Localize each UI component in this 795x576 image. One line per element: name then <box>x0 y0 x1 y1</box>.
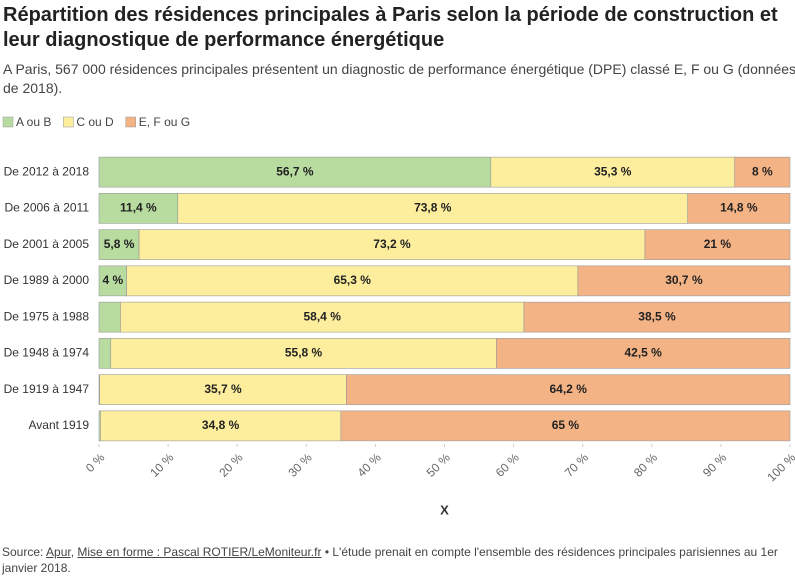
chart-subtitle: A Paris, 567 000 résidences principales … <box>3 61 795 96</box>
x-tick-label: 30 % <box>285 450 314 479</box>
y-tick-label: De 1975 à 1988 <box>4 309 90 323</box>
bar-segment <box>687 193 791 224</box>
bar-segment <box>340 410 791 442</box>
bar-segment <box>98 338 112 369</box>
bar-segment <box>496 338 791 369</box>
legend-swatch <box>2 116 14 128</box>
y-tick-label: De 2012 à 2018 <box>4 164 90 178</box>
x-tick-label: 20 % <box>216 450 245 479</box>
data-label: 21 % <box>704 237 732 251</box>
bar-segment <box>120 301 525 333</box>
data-label: 5,8 % <box>104 237 135 251</box>
data-label: 65 % <box>552 418 580 432</box>
legend-label: A ou B <box>16 115 51 129</box>
bar-segment <box>99 374 347 405</box>
note: L'étude prenait en compte l'ensemble des… <box>2 545 778 575</box>
bar-segment <box>644 229 791 260</box>
data-label: 4 % <box>102 273 123 287</box>
source-link[interactable]: Apur <box>46 545 71 559</box>
data-label: 34,8 % <box>202 418 240 432</box>
data-label: 65,3 % <box>334 273 372 287</box>
bar-segment <box>126 265 579 297</box>
x-tick-label: 10 % <box>147 450 176 479</box>
data-label: 35,3 % <box>594 164 632 178</box>
bar-segment <box>98 156 492 188</box>
data-label: 35,7 % <box>204 382 242 396</box>
bar-segment <box>490 156 736 188</box>
y-tick-label: De 1919 à 1947 <box>4 382 90 396</box>
x-tick-label: 60 % <box>493 450 522 479</box>
data-label: 64,2 % <box>550 382 588 396</box>
bar-segment <box>98 301 121 333</box>
source-link[interactable]: Mise en forme : Pascal ROTIER/LeMoniteur… <box>77 545 322 559</box>
legend-swatch <box>63 116 74 128</box>
data-label: 11,4 % <box>120 201 157 215</box>
y-tick-label: De 1989 à 2000 <box>4 273 90 287</box>
chart-title: Répartition des résidences principales à… <box>3 4 778 51</box>
bar-segment <box>523 301 791 333</box>
data-label: 58,4 % <box>304 309 342 323</box>
data-label: 38,5 % <box>638 309 676 323</box>
source-note: Source: Apur, Mise en forme : Pascal ROT… <box>2 545 778 575</box>
data-label: 55,8 % <box>285 346 323 360</box>
legend-label: C ou D <box>76 115 114 129</box>
source-prefix: Source: <box>2 545 44 559</box>
data-label: 73,8 % <box>414 201 452 215</box>
x-tick-label: 0 % <box>83 450 108 475</box>
data-label: 8 % <box>752 164 773 178</box>
data-label: 73,2 % <box>373 237 411 251</box>
bar-segment <box>98 193 179 224</box>
y-tick-label: De 2001 à 2005 <box>4 237 90 251</box>
y-tick-label: Avant 1919 <box>29 418 90 432</box>
x-tick-label: 100 % <box>764 450 795 484</box>
x-tick-label: 90 % <box>700 450 729 479</box>
y-tick-label: De 1948 à 1974 <box>4 346 90 360</box>
bar-segment <box>138 229 646 260</box>
data-label: 56,7 % <box>276 164 314 178</box>
bar-segment <box>100 410 342 442</box>
x-axis-title: X <box>440 502 449 517</box>
legend-label: E, F ou G <box>139 115 190 129</box>
data-label: 42,5 % <box>624 346 662 360</box>
x-tick-label: 80 % <box>631 450 660 479</box>
bar-segment <box>177 193 689 224</box>
x-tick-label: 40 % <box>355 450 384 479</box>
bar-segment <box>577 265 791 297</box>
bar-segment <box>346 374 791 405</box>
bar-segment <box>98 229 140 260</box>
data-label: 14,8 % <box>720 201 758 215</box>
legend-swatch <box>125 116 136 128</box>
x-tick-label: 70 % <box>562 450 591 479</box>
x-tick-label: 50 % <box>424 450 453 479</box>
bar-segment <box>734 156 791 188</box>
data-label: 30,7 % <box>665 273 703 287</box>
bar-segment <box>110 338 497 369</box>
y-tick-label: De 2006 à 2011 <box>4 201 89 215</box>
